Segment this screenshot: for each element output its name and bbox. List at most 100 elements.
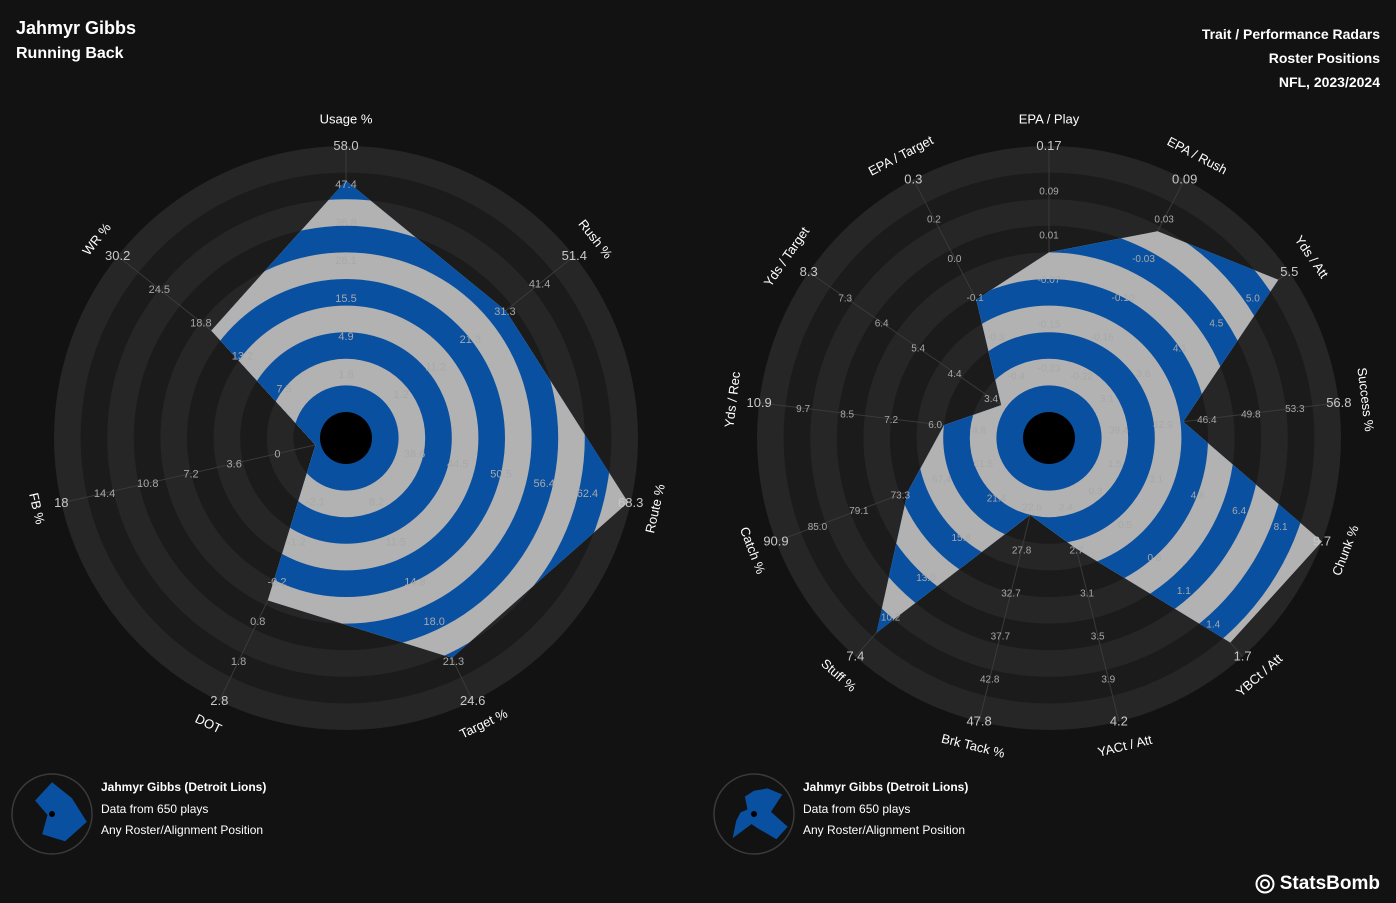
radar-tick-label: 10.9 <box>746 395 771 410</box>
radar-tick-label: 0.09 <box>1172 171 1197 186</box>
radar-center <box>320 412 372 464</box>
radar-tick-label: 21.3 <box>460 334 481 346</box>
radar-tick-label: 3.6 <box>1136 369 1150 380</box>
radar-tick-label: 0.17 <box>1036 138 1061 153</box>
legend-mini-radar-icon <box>713 773 795 855</box>
radar-tick-label: 0 <box>274 449 280 461</box>
radar-tick-label: 21.4 <box>987 493 1007 504</box>
radar-tick-label: -0.10 <box>1111 293 1134 304</box>
radar-tick-label: 22.6 <box>1022 502 1042 513</box>
radar-tick-label: 85.0 <box>808 522 828 533</box>
radar-axis-label: Success % <box>1354 367 1377 433</box>
radar-tick-label: 0.2 <box>927 215 941 226</box>
player-position: Running Back <box>16 45 124 62</box>
radar-tick-label: 0.03 <box>1154 215 1174 226</box>
radar-tick-label: 10.8 <box>137 478 158 490</box>
radar-axis-label: FB % <box>26 491 48 526</box>
radar-center <box>1023 412 1075 464</box>
legend-position-label: Any Roster/Alignment Position <box>101 823 264 837</box>
radar-spoke <box>61 443 321 504</box>
radar-tick-label: 56.8 <box>1326 395 1351 410</box>
radar-tick-label: 15.5 <box>335 293 356 305</box>
player-name: Jahmyr Gibbs <box>16 18 137 38</box>
brand-label: StatsBomb <box>1279 873 1380 894</box>
radar-tick-label: 8.1 <box>1274 522 1288 533</box>
radar-tick-label: 47.8 <box>966 714 991 729</box>
legend-mini-radar-icon <box>11 773 93 855</box>
radar-tick-label: 68.3 <box>618 495 643 510</box>
radar-tick-label: 11.2 <box>425 362 446 374</box>
radar-tick-label: 47.4 <box>335 179 356 191</box>
radar-axis-label: Yds / Rec <box>721 370 743 428</box>
radar-axis-label: Route % <box>642 482 668 534</box>
radar-tick-label: 1.8 <box>338 369 353 381</box>
performance-radar-chart: -0.23 -0.15 -0.07 0.01 0.09 0.17 -0.22 -0.16 -0.… <box>721 111 1377 760</box>
radar-tick-label: 13.2 <box>232 350 253 362</box>
radar-tick-label: 2.7 <box>1069 545 1083 556</box>
radar-tick-label: 36.8 <box>335 217 356 229</box>
brand: StatsBomb <box>1255 873 1380 895</box>
radar-tick-label: 8.3 <box>800 264 818 279</box>
radar-tick-label: 7.2 <box>884 415 898 426</box>
radar-tick-label: 3.5 <box>1091 631 1105 642</box>
radar-tick-label: 7.3 <box>838 293 852 304</box>
radar-tick-label: 8.2 <box>369 496 384 508</box>
radar-tick-label: -0.1 <box>966 293 984 304</box>
radar-tick-label: 4.8 <box>972 426 986 437</box>
radar-tick-label: 2.4 <box>1059 502 1073 513</box>
radar-tick-label: 49.8 <box>1241 409 1261 420</box>
radar-axis-label: Target % <box>457 705 510 741</box>
radar-tick-label: 4.1 <box>1173 344 1187 355</box>
chart-meta: Trait / Performance Radars Roster Positi… <box>1202 22 1380 94</box>
radar-axis-label: EPA / Target <box>866 132 936 178</box>
radar-tick-label: 18.8 <box>190 317 211 329</box>
radar-tick-label: 4.8 <box>1191 490 1205 501</box>
radar-tick-label: 3.9 <box>1101 674 1115 685</box>
radar-tick-label: 2.8 <box>210 693 228 708</box>
radar-tick-label: 31.3 <box>494 306 515 318</box>
radar-tick-label: 15.8 <box>951 533 971 544</box>
radar-tick-label: 9.7 <box>796 404 810 415</box>
chart-meta-subtitle: Roster Positions <box>1268 50 1380 66</box>
radar-axis-label: YACt / Att <box>1096 732 1154 760</box>
radar-tick-label: 5.5 <box>1280 264 1298 279</box>
radar-tick-label: 39.4 <box>1109 426 1129 437</box>
radar-tick-label: 73.3 <box>891 490 911 501</box>
radar-axis-label: Catch % <box>737 525 769 577</box>
radar-tick-label: 1.4 <box>1206 619 1220 630</box>
radar-tick-label: -0.03 <box>1132 254 1155 265</box>
radar-tick-label: 24.6 <box>460 693 485 708</box>
radar-tick-label: 0.01 <box>1039 231 1059 242</box>
legend-position-label: Any Roster/Alignment Position <box>803 823 966 837</box>
radar-tick-label: 50.5 <box>490 468 511 480</box>
radar-tick-label: 61.5 <box>974 459 994 470</box>
radar-tick-label: 0.0 <box>948 254 962 265</box>
trait-radar-chart: 1.8 4.9 15.5 26.1 36.8 47.4 58.0 1.2 11.2 21.3 31.… <box>26 111 668 741</box>
radar-axis-label: Usage % <box>320 111 373 126</box>
radar-tick-label: -0.3 <box>987 332 1005 343</box>
radar-tick-label: -0.22 <box>1070 372 1093 383</box>
radar-axis-label: Chunk % <box>1329 523 1362 578</box>
radar-tick-label: 56.4 <box>534 478 555 490</box>
radar-tick-label: 42.9 <box>1153 420 1173 431</box>
radar-tick-label: 3.1 <box>1080 588 1094 599</box>
radar-tick-label: 0.3 <box>904 171 922 186</box>
legend-icon-center <box>49 811 55 817</box>
radar-tick-label: -0.15 <box>1038 319 1061 330</box>
radar-tick-label: -0.23 <box>1038 364 1061 375</box>
radar-tick-label: 1.2 <box>393 389 408 401</box>
legend-plays-label: Data from 650 plays <box>803 801 911 816</box>
radar-tick-label: 67.4 <box>932 475 952 486</box>
radar-tick-label: 4.5 <box>1209 318 1223 329</box>
chart-meta-season: NFL, 2023/2024 <box>1278 74 1380 90</box>
radar-tick-label: 6.4 <box>875 318 889 329</box>
radar-tick-label: 11.5 <box>385 536 406 548</box>
statsbomb-logo-icon <box>1255 874 1275 894</box>
radar-tick-label: 9.7 <box>1313 534 1331 549</box>
legend-plays-label: Data from 650 plays <box>101 801 209 816</box>
radar-tick-label: 8.5 <box>840 409 854 420</box>
radar-tick-label: 24.5 <box>149 284 170 296</box>
radar-tick-label: 0.09 <box>1039 186 1059 197</box>
radar-axis-label: EPA / Play <box>1019 111 1080 126</box>
radar-tick-label: 1.5 <box>1108 459 1122 470</box>
